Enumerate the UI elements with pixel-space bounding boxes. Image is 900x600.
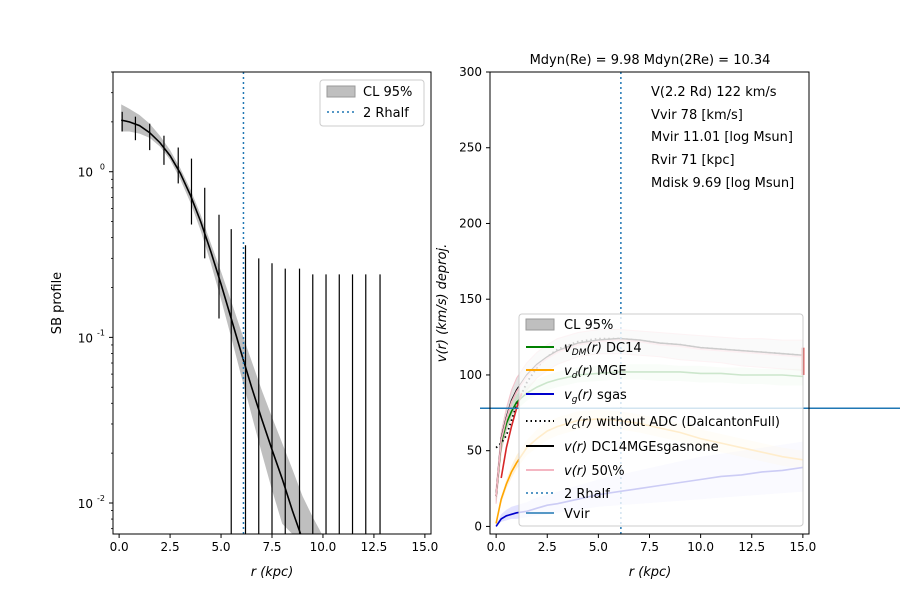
velocity-title: Mdyn(Re) = 9.98 Mdyn(2Re) = 10.34: [530, 53, 771, 68]
sb-legend: CL 95% 2 Rhalf: [319, 79, 425, 127]
legend-text-vvir: Vvir: [564, 507, 590, 522]
x-tick-label: 2.5: [161, 540, 180, 554]
velocity-panel: 0.0 2.5 5.0 7.5 10.0 12.5 15.0 0 50 100 150 200 250…: [435, 53, 900, 580]
velocity-legend: CL 95% vDM(r) DC14 vd(r) MGE vg(r) sgas …: [518, 313, 804, 527]
sb-x-label: r (kpc): [251, 565, 294, 580]
y-tick-label: 250: [459, 141, 482, 155]
legend-text-vdm: vDM(r) DC14: [564, 341, 642, 358]
annotation-v22rd: V(2.2 Rd) 122 km/s: [651, 85, 777, 100]
velocity-annotations: V(2.2 Rd) 122 km/s Vvir 78 [km/s] Mvir 1…: [651, 85, 794, 191]
velocity-x-ticks: 0.0 2.5 5.0 7.5 10.0 12.5 15.0: [487, 534, 817, 554]
velocity-y-ticks: 0 50 100 150 200 250 300: [459, 65, 490, 533]
velocity-x-label: r (kpc): [629, 565, 672, 580]
legend-swatch-cl95: [326, 85, 356, 98]
y-tick-label: 10: [78, 497, 93, 511]
y-tick-label: 50: [467, 444, 482, 458]
sb-errorbars: [121, 111, 381, 534]
y-tick-exponent: 0: [100, 163, 105, 172]
sb-x-ticks: 0.0 2.5 5.0 7.5 10.0 12.5 15.0: [110, 534, 439, 554]
annotation-mdisk: Mdisk 9.69 [log Msun]: [651, 176, 794, 191]
y-tick-exponent: -1: [97, 328, 105, 337]
x-tick-label: 15.0: [790, 540, 817, 554]
legend-text-rhalf: 2 Rhalf: [564, 487, 610, 502]
sb-profile-panel: 0.0 2.5 5.0 7.5 10.0 12.5 15.0 10 -2 10 -1 10 0 r (…: [50, 71, 439, 580]
velocity-inner-curve: [500, 392, 523, 479]
annotation-mvir: Mvir 11.01 [log Msun]: [651, 130, 793, 145]
y-tick-label: 200: [459, 216, 482, 230]
y-tick-label: 100: [459, 368, 482, 382]
sb-model-line: [121, 119, 302, 534]
legend-text-vtotal: v(r) DC14MGEsgasnone: [564, 440, 719, 455]
y-tick-exponent: -2: [97, 494, 105, 503]
x-tick-label: 2.5: [538, 540, 557, 554]
sb-model: [121, 119, 302, 534]
x-tick-label: 10.0: [310, 540, 337, 554]
x-tick-label: 5.0: [211, 540, 230, 554]
sb-y-ticks: 10 -2 10 -1 10 0: [78, 71, 113, 530]
legend-text-vc: vc(r) without ADC (DalcantonFull): [564, 415, 780, 432]
x-tick-label: 7.5: [640, 540, 659, 554]
y-tick-label: 150: [459, 292, 482, 306]
y-tick-label: 0: [474, 519, 482, 533]
annotation-vvir: Vvir 78 [km/s]: [651, 108, 743, 123]
sb-y-label: SB profile: [50, 272, 65, 334]
x-tick-label: 12.5: [738, 540, 765, 554]
legend-text-vg: vg(r) sgas: [564, 388, 627, 405]
legend-text-vd: vd(r) MGE: [564, 364, 627, 381]
legend-text-cl95: CL 95%: [564, 318, 613, 333]
annotation-rvir: Rvir 71 [kpc]: [651, 153, 735, 168]
legend-text-cl95: CL 95%: [363, 85, 412, 100]
y-tick-label: 10: [78, 166, 93, 180]
x-tick-label: 7.5: [262, 540, 281, 554]
legend-text-rhalf: 2 Rhalf: [363, 106, 409, 121]
x-tick-label: 0.0: [110, 540, 129, 554]
x-tick-label: 15.0: [412, 540, 439, 554]
y-tick-label: 300: [459, 65, 482, 79]
y-tick-label: 10: [78, 331, 93, 345]
x-tick-label: 5.0: [589, 540, 608, 554]
legend-swatch-cl95: [525, 318, 555, 331]
x-tick-label: 12.5: [361, 540, 388, 554]
x-tick-label: 10.0: [687, 540, 714, 554]
legend-text-v50: v(r) 50\%: [564, 464, 625, 479]
x-tick-label: 0.0: [487, 540, 506, 554]
velocity-y-label: v(r) (km/s) deproj.: [435, 244, 450, 362]
